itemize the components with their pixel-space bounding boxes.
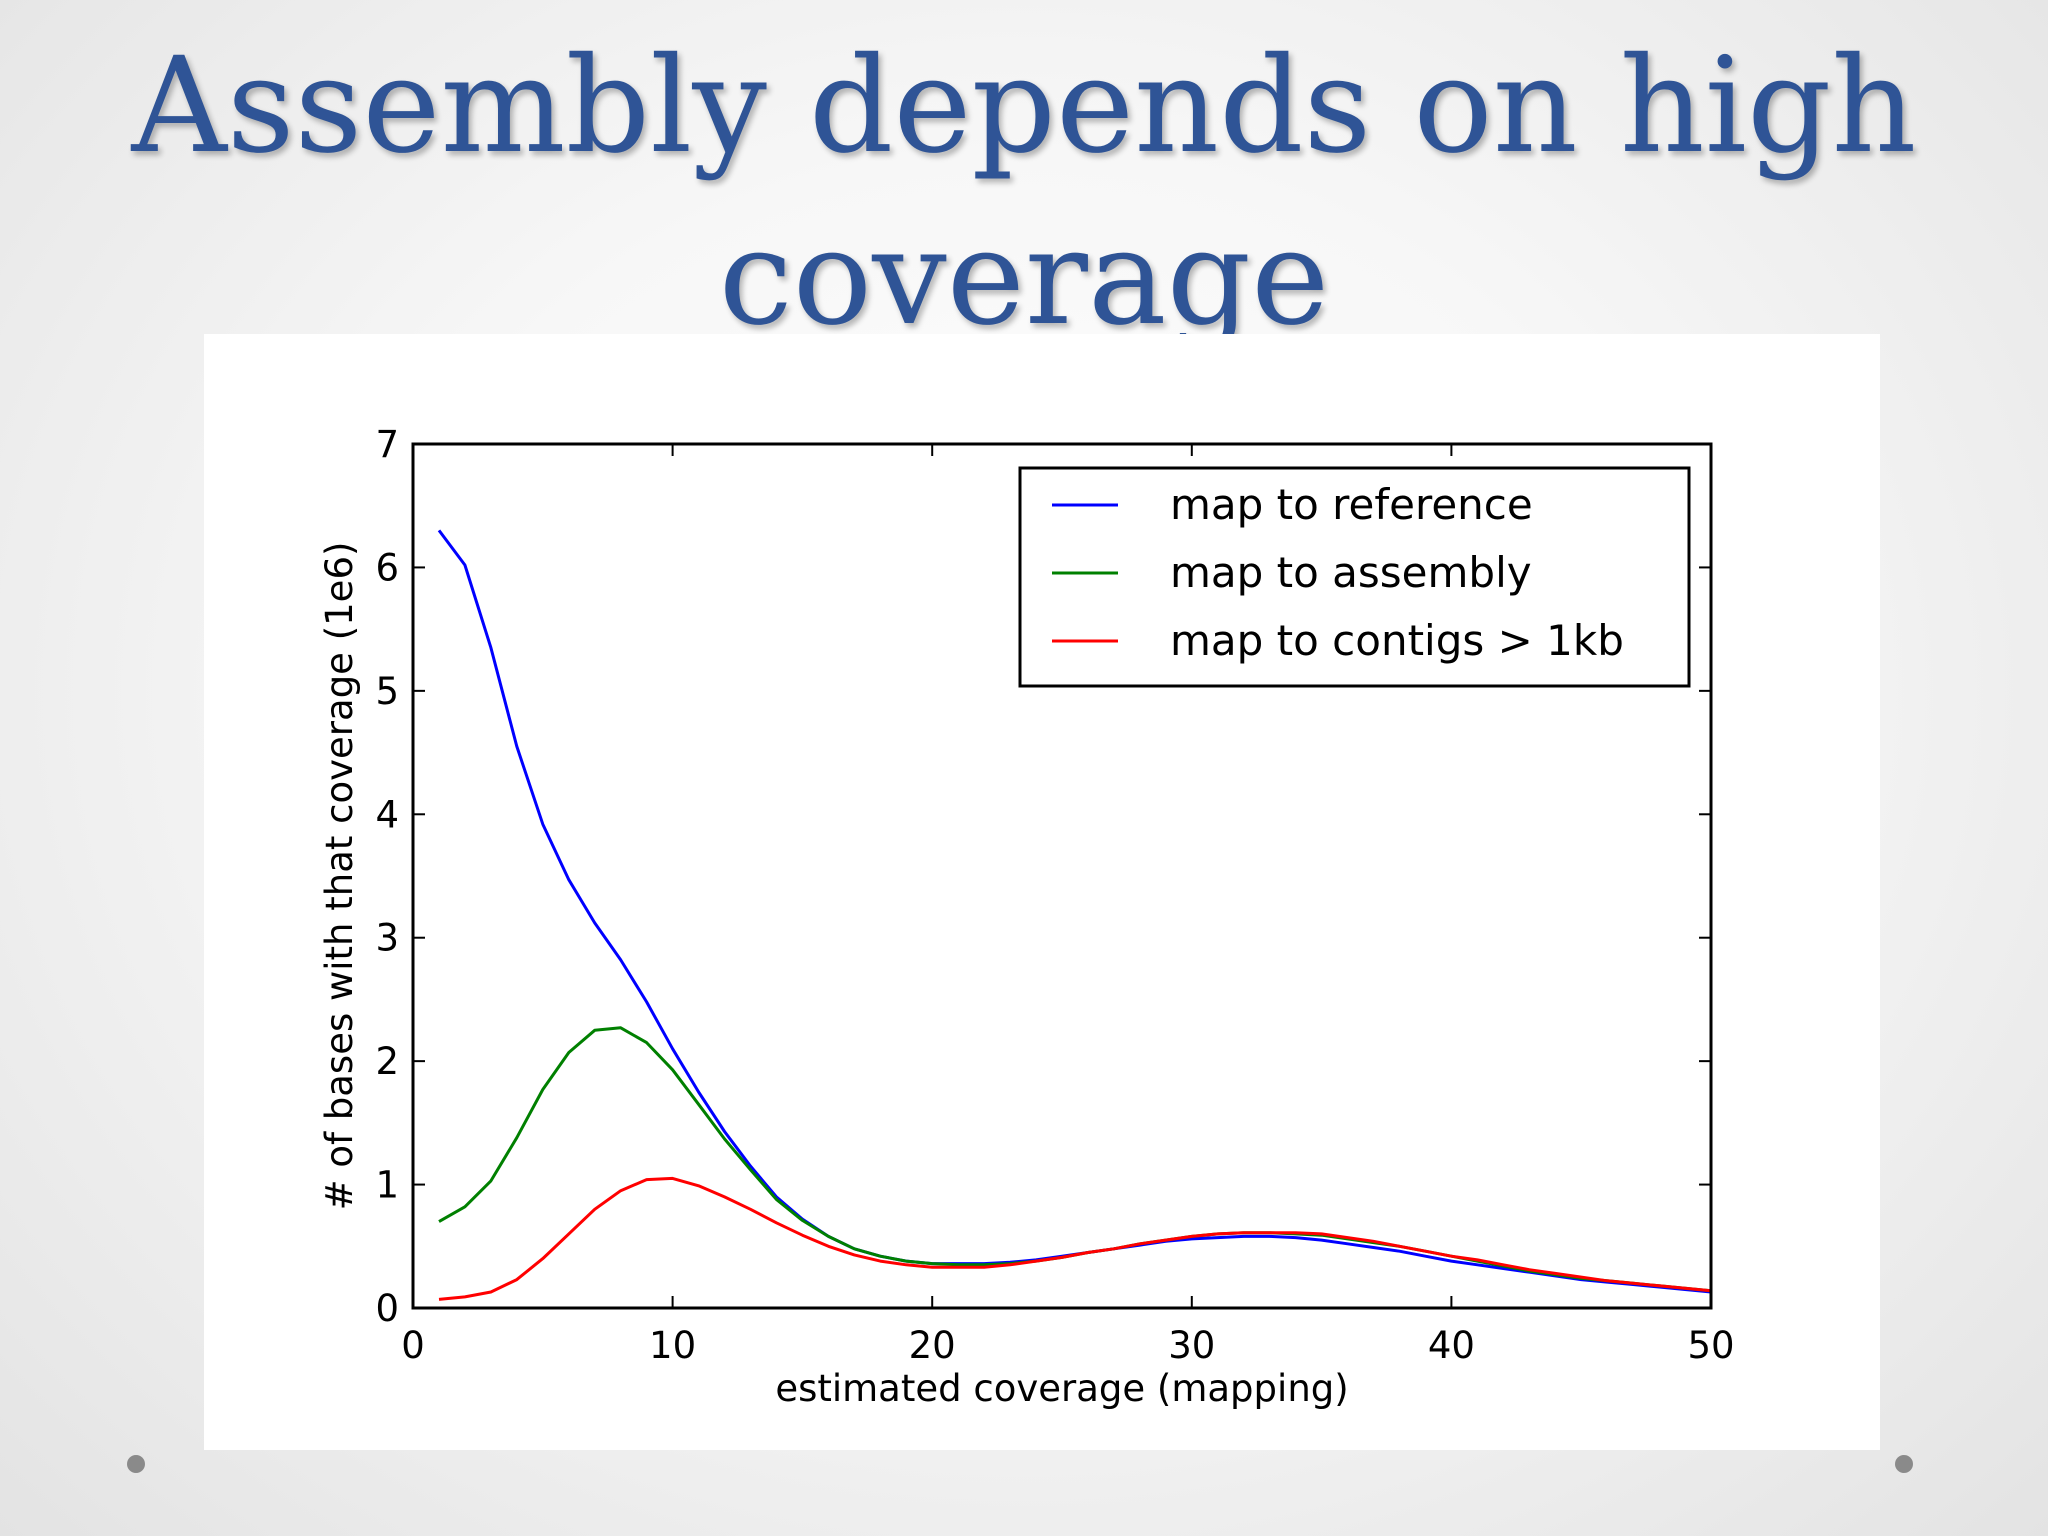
series-line-2 [438,1026,1712,1293]
x-tick-label: 0 [401,1324,425,1367]
x-tick-label: 20 [909,1324,956,1367]
legend-box [1018,466,1691,688]
coverage-line-chart: 0 10 20 30 40 50 0 1 2 3 4 5 6 7 estimated coverage (… [318,423,1735,1410]
legend-label-2: map to assembly [1170,548,1532,597]
series-line-3 [438,1176,1712,1301]
series-layer [437,529,1712,1301]
y-axis-label: # of bases with that coverage (1e6) [318,542,361,1211]
legend-label-3: map to contigs > 1kb [1170,616,1624,665]
x-tick-label: 50 [1687,1324,1734,1367]
y-tick-label: 6 [375,546,399,589]
chart-panel: 0 10 20 30 40 50 0 1 2 3 4 5 6 7 estimated coverage (… [204,334,1880,1450]
x-tick-label: 40 [1428,1324,1475,1367]
legend-label-1: map to reference [1170,480,1533,529]
y-tick-label: 5 [375,670,399,713]
y-tick-label: 1 [375,1164,399,1207]
plot-frame [411,442,1713,1310]
slide-bullet-dot-right [1895,1455,1913,1473]
y-tick-label: 3 [375,917,399,960]
y-tick-label: 0 [375,1287,399,1330]
slide-title: Assembly depends on high coverage [0,20,2048,364]
x-tick-label: 30 [1168,1324,1215,1367]
x-axis-label: estimated coverage (mapping) [775,1367,1348,1410]
y-tick-label: 4 [375,793,399,836]
y-tick-label: 7 [375,423,399,466]
y-tick-label: 2 [375,1040,399,1083]
slide-title-line-2: coverage [718,201,1330,355]
slide-title-line-1: Assembly depends on high [131,29,1917,183]
slide-bullet-dot-left [127,1455,145,1473]
ticks-layer: 0 10 20 30 40 50 0 1 2 3 4 5 6 7 [375,423,1734,1367]
legend: map to reference map to assembly map to co… [1018,466,1691,688]
x-tick-label: 10 [649,1324,696,1367]
